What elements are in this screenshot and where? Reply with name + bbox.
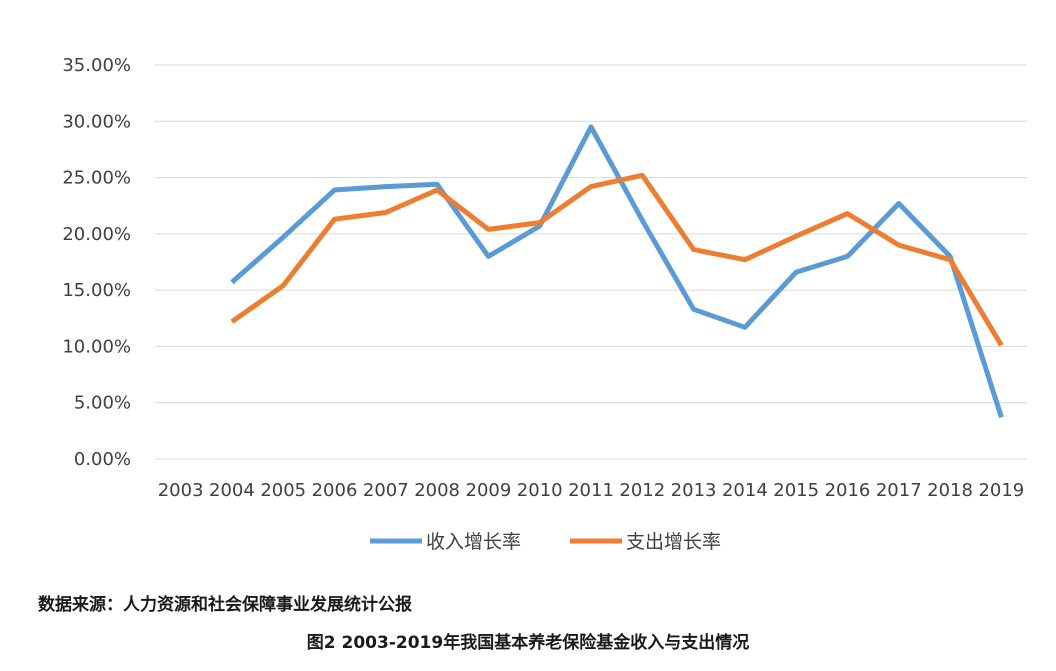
x-tick-label: 2014 (722, 480, 768, 501)
y-tick-label: 10.00% (62, 336, 131, 357)
x-tick-label: 2010 (517, 480, 563, 501)
y-axis-labels: 0.00% 5.00% 10.00% 15.00% 20.00% 25.00% 30.00%… (62, 55, 131, 470)
x-tick-label: 2005 (260, 480, 306, 501)
y-tick-label: 20.00% (62, 224, 131, 245)
x-tick-label: 2008 (414, 480, 460, 501)
line-chart: 0.00% 5.00% 10.00% 15.00% 20.00% 25.00% 30.00%… (62, 55, 1027, 553)
x-tick-label: 2007 (363, 480, 409, 501)
y-tick-label: 0.00% (74, 449, 131, 470)
legend-label: 收入增长率 (426, 531, 521, 553)
legend-item: 支出增长率 (570, 531, 721, 553)
figure-caption: 图2 2003-2019年我国基本养老保险基金收入与支出情况 (306, 633, 750, 653)
x-tick-label: 2016 (825, 480, 871, 501)
legend: 收入增长率 支出增长率 (370, 531, 721, 553)
x-axis-labels: 2003 2004 2005 2006 2007 2008 2009 2010 2011 2012… (158, 480, 1025, 501)
y-tick-label: 25.00% (62, 168, 131, 189)
x-tick-label: 2004 (209, 480, 255, 501)
x-tick-label: 2011 (568, 480, 614, 501)
x-tick-label: 2009 (466, 480, 512, 501)
legend-item: 收入增长率 (370, 531, 521, 553)
x-tick-label: 2015 (773, 480, 819, 501)
y-tick-label: 35.00% (62, 55, 131, 76)
y-tick-label: 5.00% (74, 393, 131, 414)
x-tick-label: 2012 (619, 480, 665, 501)
x-tick-label: 2006 (312, 480, 358, 501)
data-source-note: 数据来源：人力资源和社会保障事业发展统计公报 (38, 595, 412, 615)
gridlines (155, 64, 1027, 460)
expense-growth-line (230, 172, 1004, 347)
x-tick-label: 2013 (671, 480, 717, 501)
series-lines (230, 124, 1004, 419)
y-tick-label: 15.00% (62, 280, 131, 301)
legend-label: 支出增长率 (626, 531, 721, 553)
chart-svg: 0.00% 5.00% 10.00% 15.00% 20.00% 25.00% 30.00%… (62, 55, 1027, 553)
y-tick-label: 30.00% (62, 111, 131, 132)
income-growth-line (230, 124, 1004, 419)
x-tick-label: 2019 (978, 480, 1024, 501)
x-tick-label: 2018 (927, 480, 973, 501)
x-tick-label: 2003 (158, 480, 204, 501)
x-tick-label: 2017 (876, 480, 922, 501)
